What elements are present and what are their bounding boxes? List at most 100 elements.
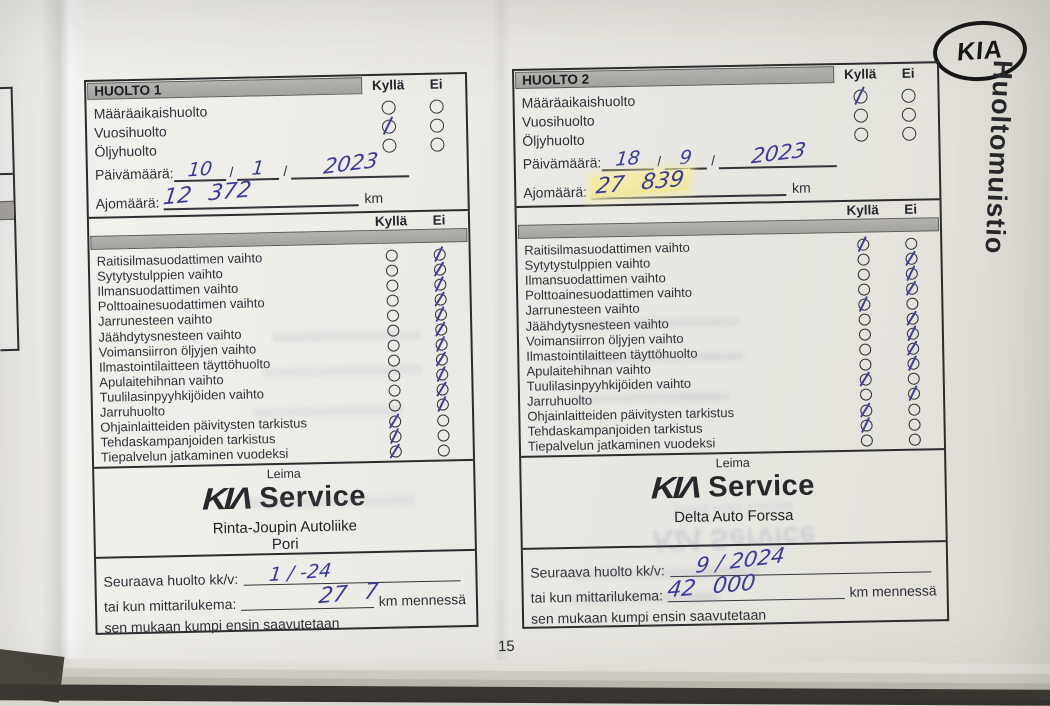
no-checkbox-checked [908,388,920,400]
yes-checkbox [388,340,400,352]
yes-checkbox [386,264,398,276]
yes-column-header: Kyllä [366,213,416,229]
service-wordmark: Service [708,470,815,505]
mileage-label: Ajomäärä: [523,184,587,202]
km-unit: km [792,180,811,197]
next-km-field: 27 7 [241,591,374,611]
no-checkbox [437,414,449,426]
handwritten-next-km: 27 7 [317,581,379,608]
yes-checkbox-checked [860,419,872,431]
no-checkbox [438,444,450,456]
no-column-header: Ei [416,212,462,228]
yes-checkbox [859,329,871,341]
yes-checkbox [386,249,398,261]
yes-checkbox [389,400,401,412]
next-service-label: Seuraava huolto kk/v: [530,562,665,581]
yes-checkbox [861,434,873,446]
yes-checkbox [386,279,398,291]
date-year-field: 2023 [291,154,409,179]
yes-checkbox [857,253,869,265]
yes-checkbox [387,324,399,336]
no-checkbox [430,137,444,151]
no-checkbox-checked [906,282,918,294]
whichever-first-note: sen mukaan kumpi ensin saavutetaan [104,612,466,636]
yes-checkbox-checked [390,445,402,457]
yes-checkbox [854,127,868,141]
yes-checkbox-checked [858,298,870,310]
date-day-field: 18 [601,149,653,171]
no-checkbox [902,126,916,140]
yes-checkbox-checked [382,119,396,133]
handwritten-mileage-highlighted: 27 839 [589,168,690,199]
yes-checkbox-checked [853,89,867,103]
yes-checkbox [859,359,871,371]
no-checkbox-checked [435,323,447,335]
page-side-title: Huoltomuistio [977,59,1018,290]
no-checkbox-checked [436,354,448,366]
no-checkbox-checked [436,384,448,396]
kia-service-logo: KIΛ Service [521,464,945,511]
no-checkbox [908,403,920,415]
no-checkbox-checked [435,339,447,351]
no-checkbox-checked [434,278,446,290]
no-checkbox [437,429,449,441]
yes-checkbox [859,313,871,325]
no-checkbox-checked [436,369,448,381]
date-day-field: 10 [173,160,225,182]
whichever-first-note: sen mukaan kumpi ensin saavutetaan [531,603,937,626]
yes-checkbox-checked [389,430,401,442]
no-checkbox-checked [437,399,449,411]
date-year-field: 2023 [719,144,837,169]
next-service-section: Seuraava huolto kk/v: 9 / 2024 tai kun m… [523,540,947,627]
date-label: Päivämäärä: [523,154,602,172]
km-by-label: km mennessä [849,582,936,601]
yes-checkbox [387,294,399,306]
center-crease [492,0,510,660]
yes-checkbox [382,138,396,152]
km-unit: km [364,190,383,207]
yes-column-header: Kyllä [835,64,885,84]
handwritten-mileage: 12 372 [162,179,253,209]
no-checkbox [429,99,443,113]
yes-checkbox [388,355,400,367]
mileage-label: Ajomäärä: [95,194,159,212]
handwritten-day: 18 [614,149,640,170]
next-km-field: 42 000 [668,582,845,602]
yes-checkbox [388,370,400,382]
yes-checkbox-checked [857,238,869,250]
no-checkbox [902,107,916,121]
yes-checkbox [387,309,399,321]
handwritten-day: 10 [186,160,212,181]
no-checkbox [909,433,921,445]
page-fold-shadow [40,0,88,700]
yes-checkbox-checked [860,374,872,386]
no-checkbox-checked [434,248,446,260]
no-checkbox-checked [907,313,919,325]
next-km-label: tai kun mittarilukema: [104,596,237,616]
stamp-area: Leima KIΛ Service Rinta-Joupin Autoliike… [94,459,475,557]
page-number: 15 [498,638,515,655]
yes-checkbox-checked [860,404,872,416]
no-checkbox-checked [907,358,919,370]
next-km-label: tai kun mittarilukema: [531,587,664,606]
kia-service-logo: KIΛ Service [94,475,474,522]
no-checkbox [908,418,920,430]
yes-column-header: Kyllä [838,202,888,218]
previous-page-fragment [0,87,19,351]
mileage-field: 27 839 [591,172,786,200]
no-column-header: Ei [885,63,931,83]
date-label: Päivämäärä: [95,165,174,184]
no-checkbox-checked [907,343,919,355]
no-checkbox [901,88,915,102]
no-checkbox-checked [905,252,917,264]
no-checkbox-checked [435,293,447,305]
yes-checkbox [388,385,400,397]
km-by-label: km mennessä [379,591,466,610]
no-checkbox [905,237,917,249]
yes-column-header: Kyllä [363,75,413,95]
